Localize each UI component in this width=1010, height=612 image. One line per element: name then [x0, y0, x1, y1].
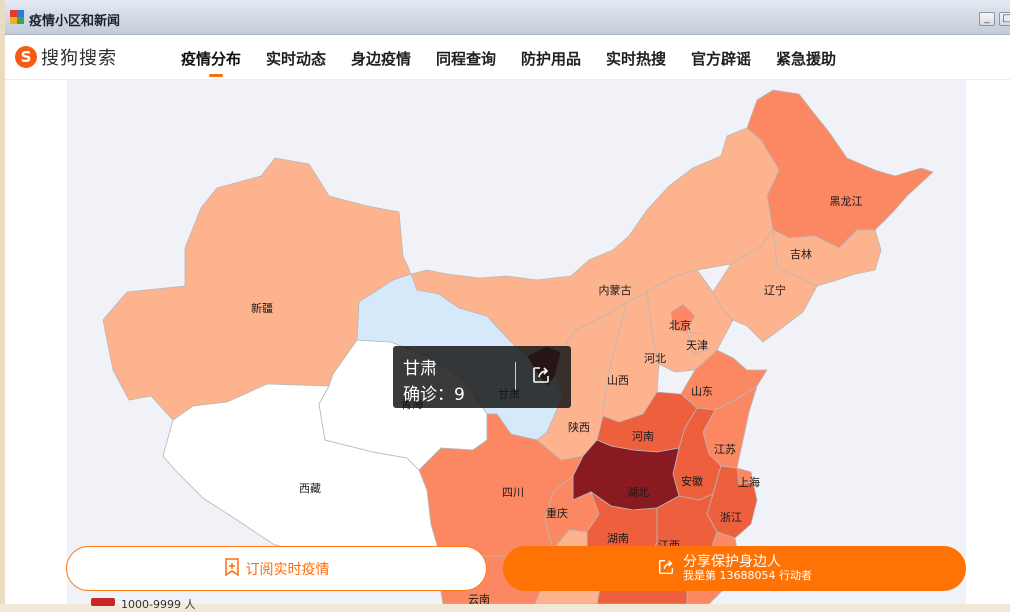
- tooltip-divider: [515, 362, 516, 390]
- app-icon: [10, 10, 24, 24]
- label-henan: 河南: [632, 430, 654, 443]
- minimize-button[interactable]: _: [979, 12, 995, 26]
- label-hubei: 湖北: [627, 486, 649, 499]
- label-shandong: 山东: [691, 385, 713, 398]
- label-xinjiang: 新疆: [251, 301, 273, 315]
- title-bar: 疫情小区和新闻 _ □: [5, 0, 1010, 35]
- label-shaanxi: 陕西: [568, 420, 590, 434]
- share-main-label: 分享保护身边人: [683, 553, 781, 570]
- label-yunnan: 云南: [468, 593, 490, 604]
- label-hunan: 湖南: [607, 532, 629, 545]
- bookmark-plus-icon: [224, 557, 240, 580]
- top-nav: S 搜狗搜索 疫情分布 实时动态 身边疫情 同程查询 防护用品 实时热搜 官方辟…: [5, 36, 1010, 80]
- label-liaoning: 辽宁: [764, 283, 786, 297]
- nav-item-emergency-aid[interactable]: 紧急援助: [776, 50, 837, 68]
- label-sichuan: 四川: [502, 486, 524, 499]
- nav-item-trip-check[interactable]: 同程查询: [436, 50, 497, 68]
- nav-item-rumor-debunk[interactable]: 官方辟谣: [691, 50, 752, 68]
- label-heilongjiang: 黑龙江: [830, 195, 863, 208]
- province-tianjin[interactable]: [686, 331, 708, 355]
- label-hebei: 河北: [644, 352, 666, 365]
- share-sub-label: 我是第 13688054 行动者: [683, 568, 812, 582]
- window-title: 疫情小区和新闻: [29, 14, 121, 29]
- share-icon: [657, 558, 675, 580]
- label-zhejiang: 浙江: [720, 511, 742, 524]
- label-anhui: 安徽: [681, 474, 703, 488]
- province-beijing[interactable]: [670, 303, 696, 333]
- china-map[interactable]: 新疆 西藏 青海 甘肃 内蒙古 黑龙江 吉林 辽宁 北京 天津 河北 山西 山东…: [67, 80, 966, 604]
- nav-item-supplies[interactable]: 防护用品: [521, 50, 582, 68]
- label-chongqing: 重庆: [546, 506, 568, 520]
- label-shanghai: 上海: [738, 475, 760, 489]
- logo-text: 搜狗搜索: [41, 48, 117, 69]
- share-button[interactable]: 分享保护身边人 我是第 13688054 行动者: [503, 546, 966, 591]
- label-jiangsu: 江苏: [714, 443, 736, 456]
- share-icon[interactable]: [531, 365, 551, 385]
- sogou-logo-icon: S: [15, 46, 37, 68]
- nav-item-epidemic-map[interactable]: 疫情分布: [181, 50, 242, 68]
- nav-item-nearby[interactable]: 身边疫情: [351, 50, 412, 68]
- active-tab-indicator: [209, 74, 223, 77]
- province-tooltip: 甘肃 确诊：9: [393, 346, 571, 408]
- nav-item-hot-search[interactable]: 实时热搜: [606, 50, 667, 68]
- tooltip-confirmed-count: 确诊：9: [403, 385, 465, 405]
- label-shanxi: 山西: [607, 374, 629, 387]
- label-neimenggu: 内蒙古: [599, 283, 632, 297]
- label-beijing: 北京: [669, 318, 691, 332]
- nav-item-realtime-news[interactable]: 实时动态: [266, 50, 327, 68]
- legend-swatch: [91, 598, 115, 606]
- share-text: 分享保护身边人 我是第 13688054 行动者: [683, 553, 812, 582]
- tooltip-province-name: 甘肃: [403, 359, 437, 379]
- label-tianjin: 天津: [686, 339, 708, 352]
- legend-label: 1000-9999 人: [121, 598, 196, 611]
- subscribe-button[interactable]: 订阅实时疫情: [66, 546, 487, 591]
- sogou-logo[interactable]: S 搜狗搜索: [15, 44, 117, 70]
- subscribe-label: 订阅实时疫情: [245, 561, 330, 578]
- maximize-button[interactable]: □: [999, 12, 1010, 26]
- label-xizang: 西藏: [299, 482, 321, 495]
- label-jilin: 吉林: [790, 247, 812, 261]
